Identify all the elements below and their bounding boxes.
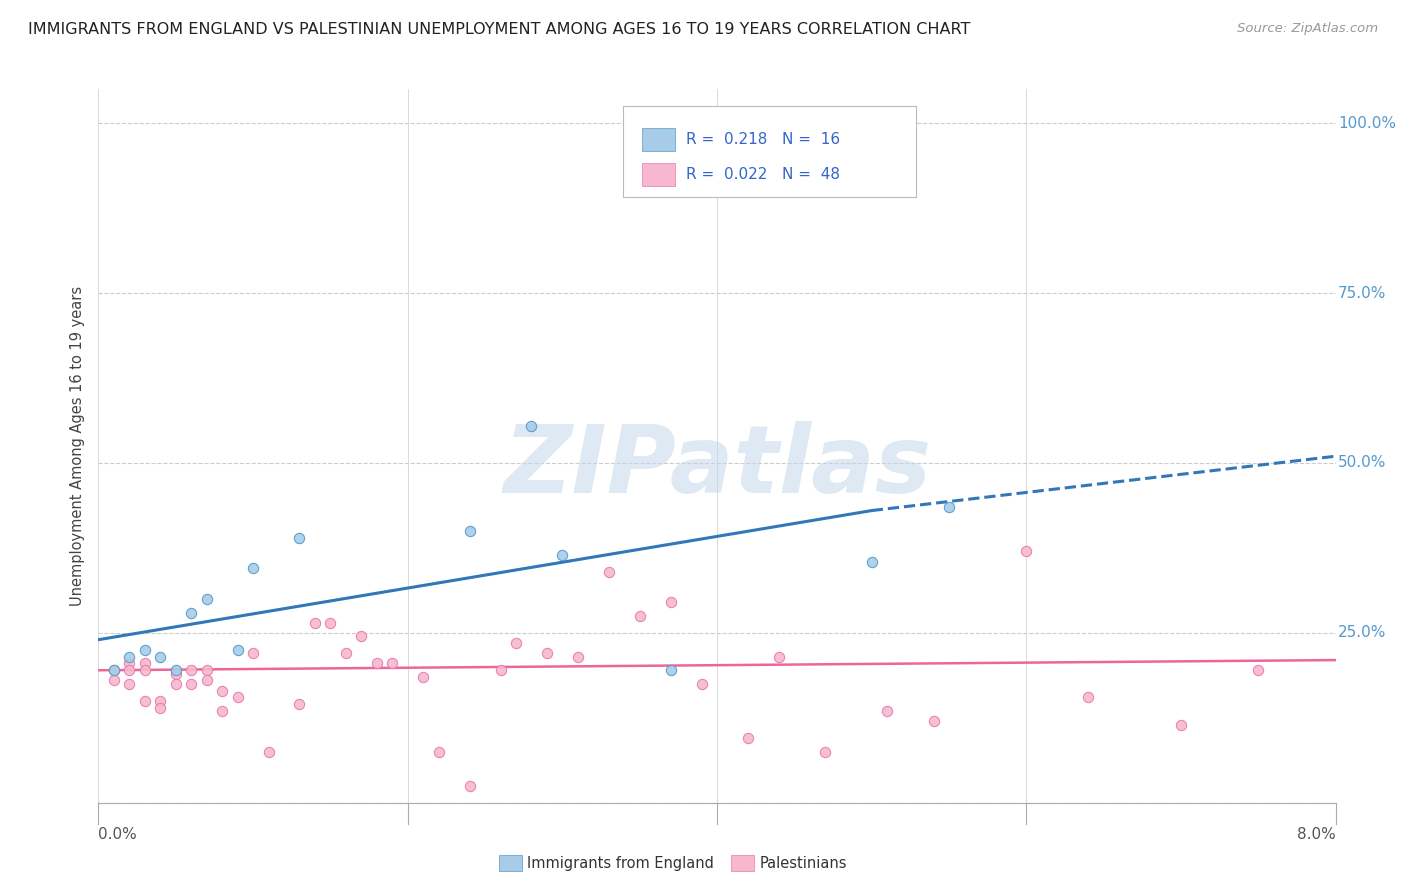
Point: [134, 643, 156, 657]
Point: [103, 663, 125, 677]
Point: [242, 646, 264, 660]
Point: [876, 704, 898, 718]
Point: [520, 418, 543, 433]
Text: Source: ZipAtlas.com: Source: ZipAtlas.com: [1237, 22, 1378, 36]
Point: [149, 700, 172, 714]
Text: IMMIGRANTS FROM ENGLAND VS PALESTINIAN UNEMPLOYMENT AMONG AGES 16 TO 19 YEARS CO: IMMIGRANTS FROM ENGLAND VS PALESTINIAN U…: [28, 22, 970, 37]
Point: [118, 663, 141, 677]
Point: [226, 690, 249, 705]
Text: 0.0%: 0.0%: [98, 827, 138, 841]
Point: [598, 565, 620, 579]
Text: 25.0%: 25.0%: [1339, 625, 1386, 640]
Text: Palestinians: Palestinians: [759, 856, 846, 871]
Point: [211, 683, 233, 698]
Point: [659, 595, 682, 609]
Point: [567, 649, 589, 664]
Point: [304, 615, 326, 630]
Point: [134, 657, 156, 671]
Point: [118, 649, 141, 664]
Text: 8.0%: 8.0%: [1296, 827, 1336, 841]
Point: [350, 629, 373, 643]
Text: 50.0%: 50.0%: [1339, 456, 1386, 470]
Text: 75.0%: 75.0%: [1339, 285, 1386, 301]
Y-axis label: Unemployment Among Ages 16 to 19 years: Unemployment Among Ages 16 to 19 years: [69, 286, 84, 606]
Point: [288, 531, 311, 545]
Point: [118, 657, 141, 671]
Point: [134, 663, 156, 677]
Point: [1170, 717, 1192, 731]
Point: [180, 677, 202, 691]
Point: [103, 663, 125, 677]
Point: [118, 677, 141, 691]
Point: [149, 649, 172, 664]
Point: [922, 714, 945, 729]
Point: [319, 615, 342, 630]
Point: [195, 673, 218, 688]
Point: [458, 779, 481, 793]
Point: [489, 663, 512, 677]
Text: R =  0.022   N =  48: R = 0.022 N = 48: [686, 167, 841, 182]
Point: [226, 643, 249, 657]
Point: [1247, 663, 1270, 677]
Point: [335, 646, 357, 660]
Point: [768, 649, 790, 664]
Point: [814, 745, 837, 759]
Point: [860, 555, 883, 569]
Point: [659, 663, 682, 677]
Text: 100.0%: 100.0%: [1339, 116, 1396, 131]
Point: [366, 657, 388, 671]
Point: [381, 657, 404, 671]
Point: [536, 646, 558, 660]
Text: Immigrants from England: Immigrants from England: [527, 856, 714, 871]
Point: [1077, 690, 1099, 705]
Point: [180, 663, 202, 677]
Point: [938, 500, 960, 515]
Point: [505, 636, 527, 650]
Text: ZIPatlas: ZIPatlas: [503, 421, 931, 514]
Point: [628, 608, 651, 623]
Point: [242, 561, 264, 575]
Point: [690, 677, 713, 691]
Point: [165, 677, 187, 691]
Point: [103, 673, 125, 688]
Text: R =  0.218   N =  16: R = 0.218 N = 16: [686, 132, 841, 147]
Point: [211, 704, 233, 718]
Point: [195, 663, 218, 677]
Point: [458, 524, 481, 538]
Point: [288, 698, 311, 712]
Point: [427, 745, 450, 759]
Point: [165, 663, 187, 677]
Point: [412, 670, 434, 684]
Point: [134, 694, 156, 708]
Point: [737, 731, 759, 746]
Point: [1015, 544, 1038, 558]
Point: [195, 591, 218, 606]
Point: [257, 745, 280, 759]
Point: [149, 694, 172, 708]
Point: [165, 666, 187, 681]
Point: [180, 606, 202, 620]
Point: [551, 548, 574, 562]
